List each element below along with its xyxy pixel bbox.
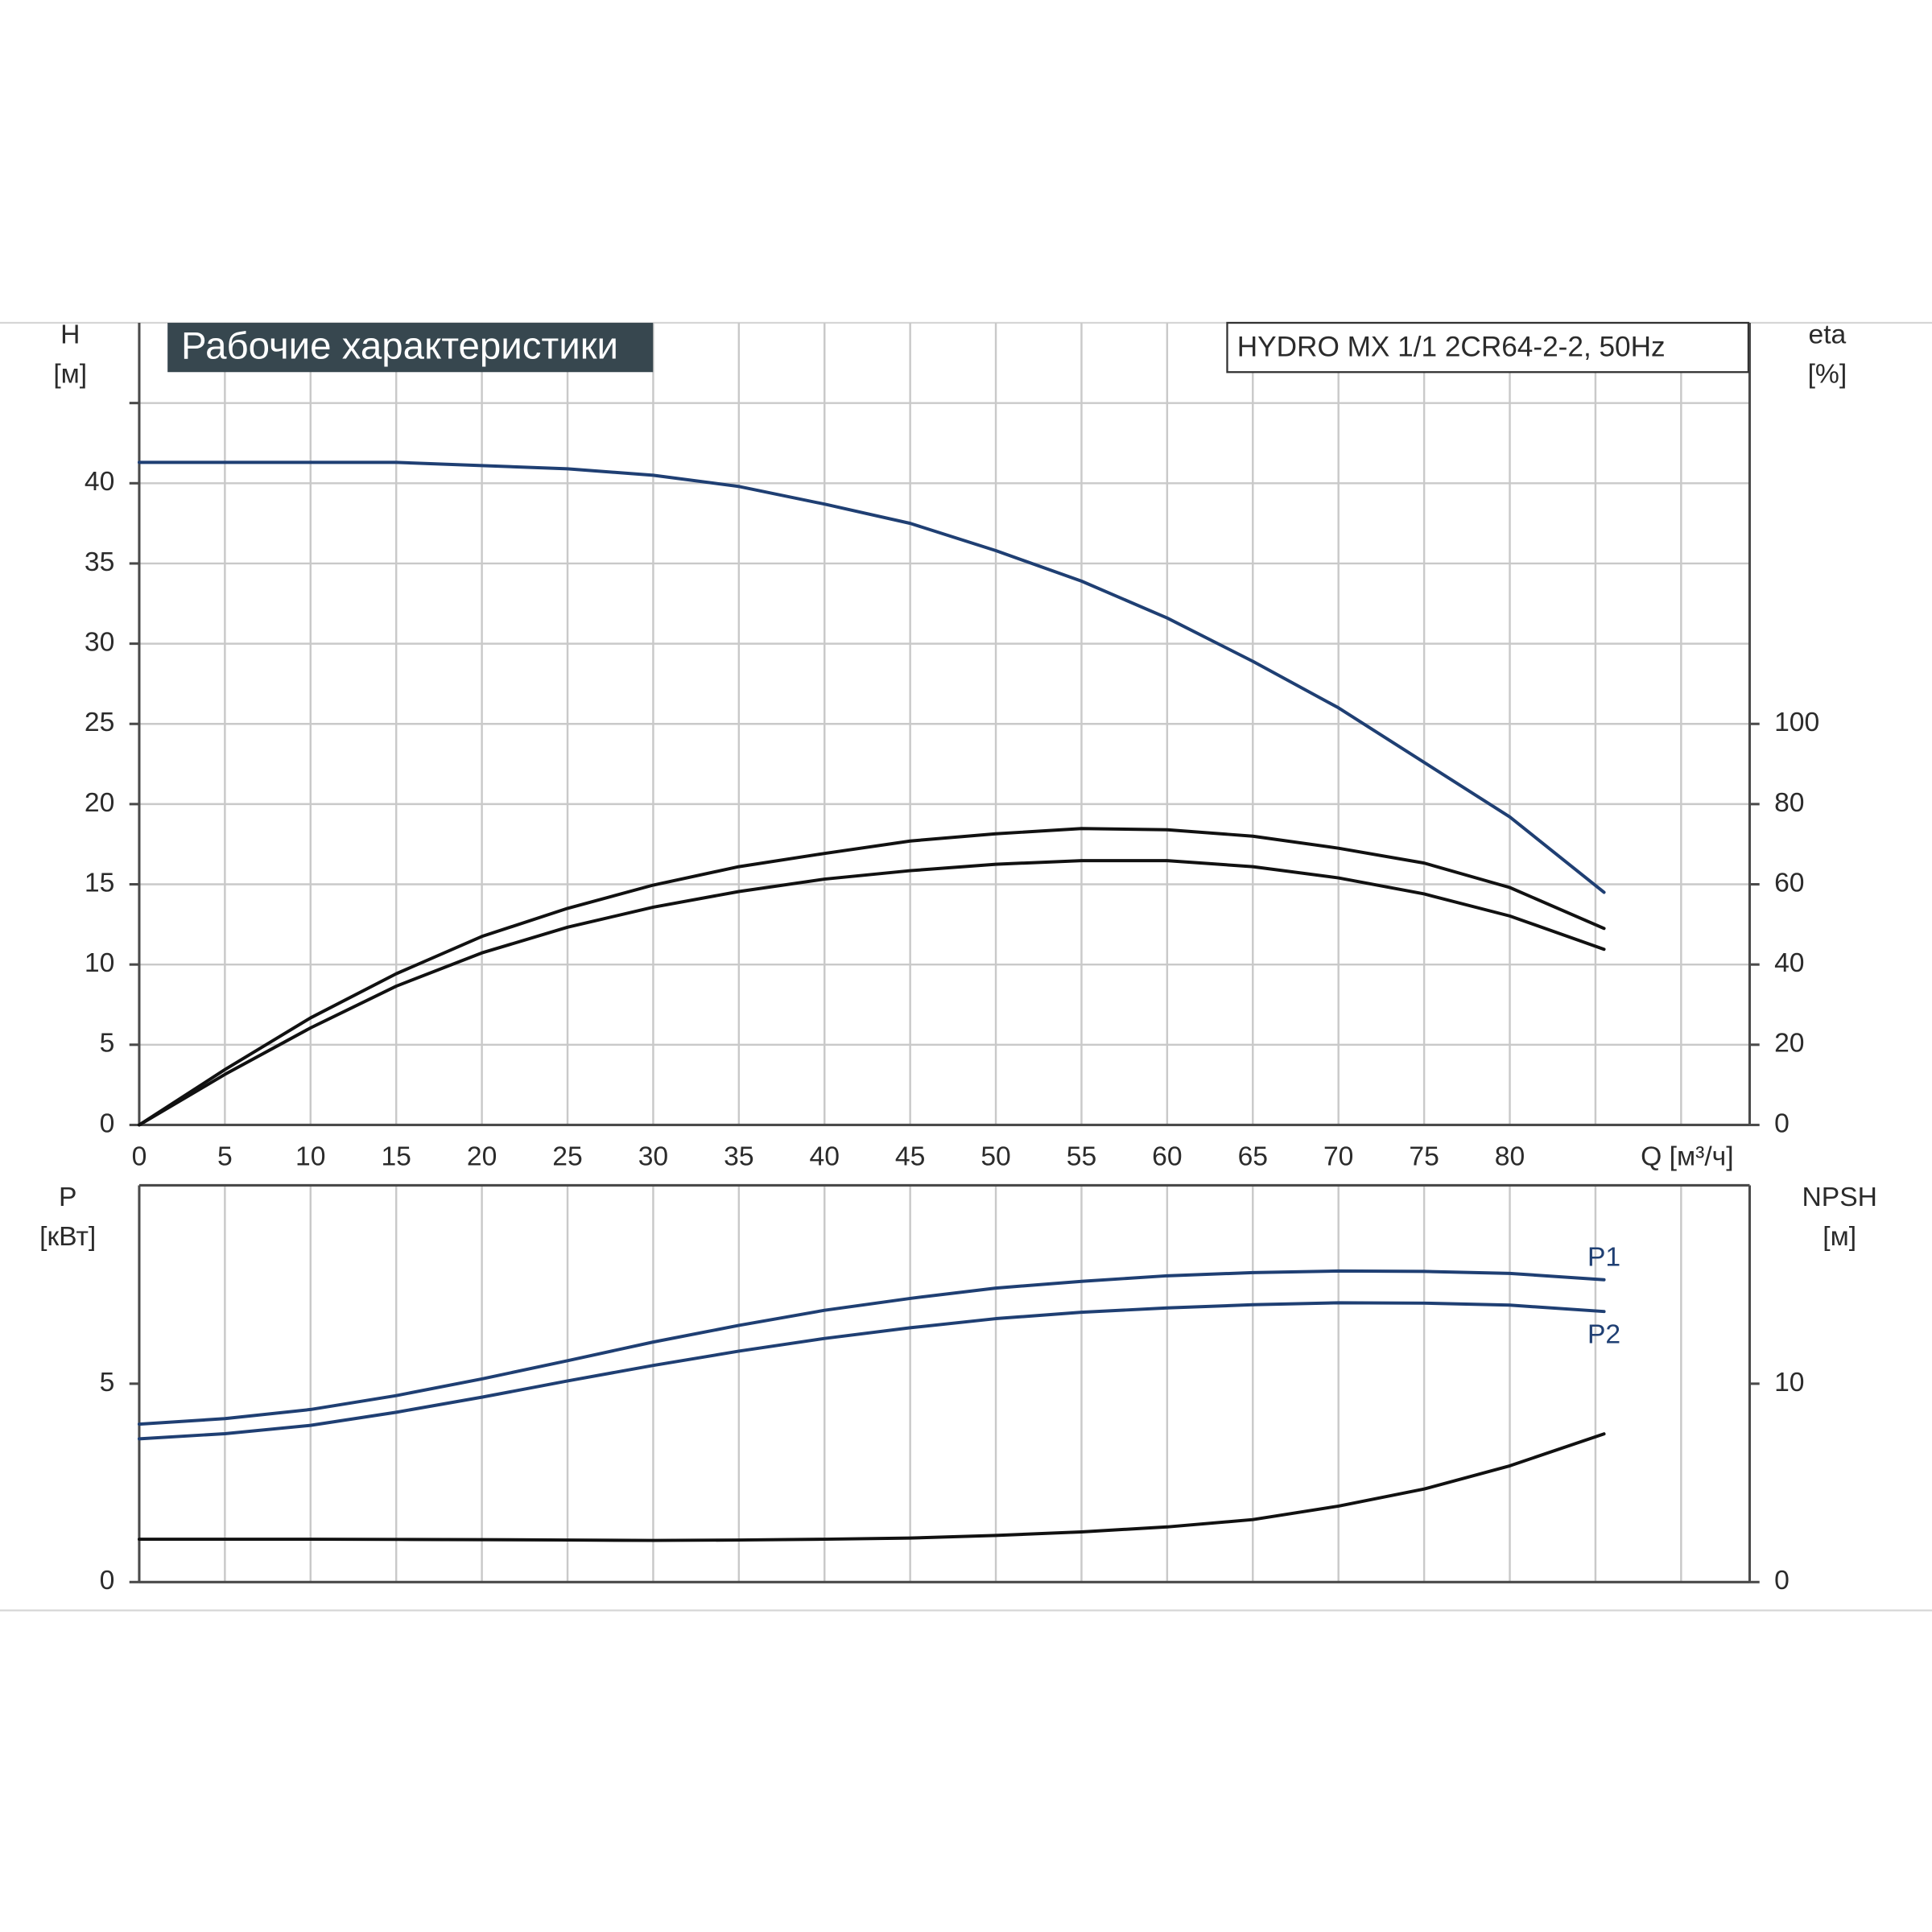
y2-tick-label: 10 xyxy=(1774,1368,1804,1397)
chart-subtitle: HYDRO MX 1/1 2CR64-2-2, 50Hz xyxy=(1237,331,1666,362)
y-tick-label: 35 xyxy=(85,547,114,577)
series-line xyxy=(137,1432,1606,1542)
series-line xyxy=(137,827,1606,1127)
y-tick-label: 5 xyxy=(100,1368,115,1397)
y2-axis-unit: [м] xyxy=(1823,1222,1856,1252)
y2-tick-label: 0 xyxy=(1774,1108,1790,1138)
y-tick-label: 30 xyxy=(85,627,114,657)
series-line xyxy=(137,1301,1606,1441)
y2-tick-label: 100 xyxy=(1774,708,1819,737)
y2-tick-label: 60 xyxy=(1774,868,1804,898)
y2-axis-label: NPSH xyxy=(1802,1183,1877,1212)
x-tick-label: 80 xyxy=(1495,1142,1525,1172)
model-box xyxy=(1226,321,1750,374)
series-line xyxy=(137,1269,1606,1426)
y2-axis-unit: [%] xyxy=(1808,360,1847,390)
x-tick-label: 65 xyxy=(1238,1142,1268,1172)
y-axis-unit: [кВт] xyxy=(39,1222,96,1252)
chart-title: Рабочие характеристики xyxy=(181,325,618,368)
y-tick-label: 5 xyxy=(100,1029,115,1059)
x-tick-label: 60 xyxy=(1152,1142,1182,1172)
x-tick-label: 30 xyxy=(638,1142,668,1172)
x-tick-label: 55 xyxy=(1067,1142,1096,1172)
series-line xyxy=(137,859,1606,1127)
y-axis-label: H xyxy=(60,320,80,350)
y-tick-label: 15 xyxy=(85,868,114,898)
series-label: P1 xyxy=(1587,1243,1620,1273)
x-tick-label: 45 xyxy=(895,1142,925,1172)
y-tick-label: 20 xyxy=(85,788,114,818)
y-tick-label: 0 xyxy=(100,1108,115,1138)
y2-tick-label: 0 xyxy=(1774,1566,1790,1596)
y2-tick-label: 20 xyxy=(1774,1029,1804,1059)
y-tick-label: 0 xyxy=(100,1566,115,1596)
x-tick-label: 40 xyxy=(810,1142,840,1172)
x-tick-label: 50 xyxy=(980,1142,1010,1172)
x-tick-label: 25 xyxy=(552,1142,582,1172)
title-box xyxy=(167,323,654,373)
x-tick-label: 20 xyxy=(467,1142,497,1172)
x-tick-label: 75 xyxy=(1409,1142,1439,1172)
y2-tick-label: 40 xyxy=(1774,948,1804,978)
x-axis-label: Q [м³/ч] xyxy=(1641,1142,1733,1172)
y2-axis-label: eta xyxy=(1808,320,1846,350)
y-axis-unit: [м] xyxy=(53,360,87,390)
y2-tick-label: 80 xyxy=(1774,788,1804,818)
x-tick-label: 5 xyxy=(217,1142,233,1172)
x-tick-label: 10 xyxy=(295,1142,325,1172)
y-axis-label: P xyxy=(59,1183,76,1212)
y-tick-label: 25 xyxy=(85,708,114,737)
series-label: P2 xyxy=(1587,1320,1620,1350)
plot-layer: 0 5 10 15 20 25 30 35 40 45 50 55 60 65 70 75 8005101520… xyxy=(85,323,1819,1596)
x-tick-label: 0 xyxy=(132,1142,147,1172)
y-tick-label: 10 xyxy=(85,948,114,978)
x-tick-label: 15 xyxy=(381,1142,411,1172)
series-line xyxy=(137,460,1606,894)
x-tick-label: 35 xyxy=(724,1142,753,1172)
x-tick-label: 70 xyxy=(1323,1142,1353,1172)
y-tick-label: 40 xyxy=(85,467,114,497)
